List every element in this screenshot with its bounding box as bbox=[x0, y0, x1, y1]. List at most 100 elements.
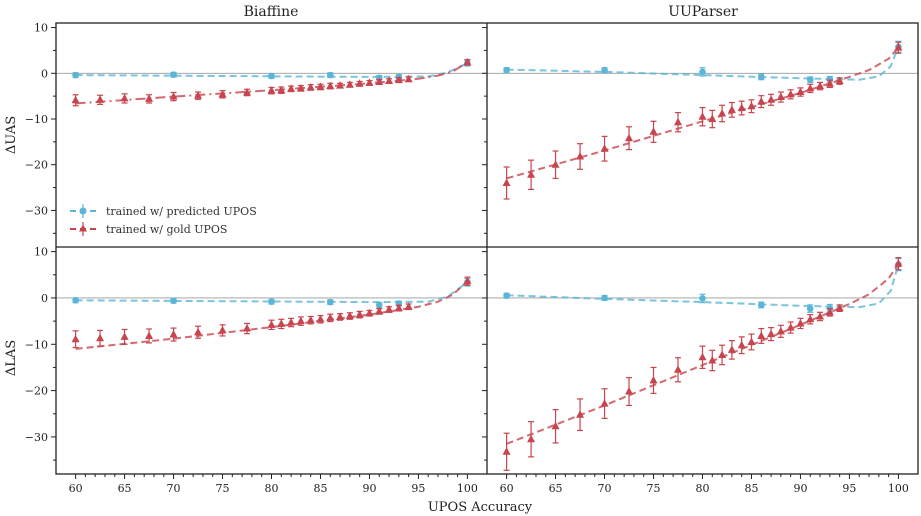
data-point bbox=[708, 114, 717, 122]
series-gold bbox=[71, 276, 472, 350]
data-point bbox=[243, 87, 252, 96]
data-point bbox=[385, 76, 394, 85]
data-point bbox=[649, 127, 658, 135]
data-point bbox=[698, 112, 707, 120]
data-point bbox=[72, 296, 79, 304]
data-point bbox=[576, 151, 585, 160]
panel-2 bbox=[482, 27, 918, 234]
legend: trained w/ predicted UPOS trained w/ gol… bbox=[70, 204, 257, 236]
x-tick-label: 80 bbox=[696, 482, 710, 495]
data-point bbox=[316, 82, 325, 90]
data-point bbox=[894, 43, 903, 51]
x-tick-label: 60 bbox=[500, 482, 514, 495]
data-point bbox=[268, 298, 275, 305]
data-point bbox=[767, 329, 776, 338]
series-predicted bbox=[72, 277, 471, 309]
data-point bbox=[527, 170, 536, 178]
data-point bbox=[463, 57, 472, 66]
series-predicted bbox=[503, 257, 902, 313]
data-point bbox=[601, 66, 608, 74]
data-point bbox=[365, 78, 374, 86]
y-tick-label: −20 bbox=[25, 159, 48, 172]
x-tick-label: 70 bbox=[167, 482, 181, 495]
data-point bbox=[96, 333, 105, 342]
data-point bbox=[757, 331, 766, 339]
data-point bbox=[72, 71, 79, 79]
data-point bbox=[527, 434, 536, 443]
data-point bbox=[625, 387, 634, 395]
data-point bbox=[170, 71, 177, 78]
x-tick-label: 65 bbox=[549, 482, 563, 495]
data-point bbox=[326, 71, 334, 79]
y-tick-label: −30 bbox=[25, 431, 48, 444]
data-point bbox=[767, 95, 776, 103]
series-gold bbox=[502, 257, 903, 471]
legend-predicted-label: trained w/ predicted UPOS bbox=[106, 205, 257, 218]
data-point bbox=[170, 297, 177, 305]
data-point bbox=[336, 312, 345, 320]
data-point bbox=[816, 311, 825, 320]
x-tick-label: 95 bbox=[842, 482, 856, 495]
data-point bbox=[194, 327, 203, 336]
data-point bbox=[699, 295, 706, 302]
data-point bbox=[394, 75, 403, 84]
data-point bbox=[757, 73, 765, 81]
data-point bbox=[737, 103, 746, 112]
x-tick-label: 90 bbox=[793, 482, 807, 495]
x-tick-label: 85 bbox=[313, 482, 327, 495]
panel-frames bbox=[55, 22, 919, 475]
data-point bbox=[243, 324, 252, 332]
data-point bbox=[71, 334, 80, 343]
data-point bbox=[757, 97, 766, 105]
x-tick-label: 90 bbox=[362, 482, 376, 495]
data-point bbox=[375, 306, 384, 315]
data-point bbox=[120, 93, 129, 102]
data-point bbox=[747, 101, 756, 110]
x-tick-label: 65 bbox=[118, 482, 132, 495]
data-point bbox=[825, 79, 834, 87]
y-tick-label: 10 bbox=[34, 246, 48, 259]
data-point bbox=[287, 84, 296, 92]
row-label-uas: ΔUAS bbox=[4, 116, 19, 154]
data-point bbox=[394, 303, 403, 312]
x-tick-label: 80 bbox=[265, 482, 279, 495]
data-point bbox=[796, 318, 805, 327]
data-point bbox=[218, 325, 227, 334]
data-point bbox=[835, 76, 844, 85]
data-point bbox=[806, 83, 815, 92]
x-tick-label: 95 bbox=[411, 482, 425, 495]
data-point bbox=[503, 292, 510, 299]
data-point bbox=[218, 89, 227, 98]
data-point bbox=[71, 95, 80, 104]
data-point bbox=[747, 337, 756, 345]
y-tick-label: 0 bbox=[41, 292, 48, 305]
data-point bbox=[316, 314, 325, 323]
data-point bbox=[365, 308, 374, 317]
data-point bbox=[699, 68, 706, 76]
data-point bbox=[786, 89, 795, 98]
data-point bbox=[326, 298, 334, 306]
x-tick-label: 85 bbox=[744, 482, 758, 495]
data-point bbox=[404, 74, 413, 83]
trend-line bbox=[75, 281, 468, 304]
data-point bbox=[296, 316, 305, 325]
data-point bbox=[296, 83, 305, 92]
legend-gold-label: trained w/ gold UPOS bbox=[106, 223, 227, 236]
data-point bbox=[345, 80, 354, 88]
x-axis-title: UPOS Accuracy bbox=[428, 500, 533, 515]
data-point bbox=[786, 323, 795, 331]
data-point bbox=[737, 340, 746, 349]
data-point bbox=[463, 276, 472, 285]
legend-item-predicted: trained w/ predicted UPOS bbox=[70, 204, 257, 218]
data-point bbox=[306, 82, 315, 91]
data-point bbox=[894, 259, 903, 267]
data-point bbox=[600, 399, 609, 407]
data-point bbox=[601, 294, 608, 302]
col-title-uuparser: UUParser bbox=[668, 4, 738, 20]
data-point bbox=[674, 117, 683, 126]
series-predicted bbox=[503, 40, 902, 84]
series-predicted bbox=[72, 59, 471, 82]
y-tick-label: −20 bbox=[25, 385, 48, 398]
